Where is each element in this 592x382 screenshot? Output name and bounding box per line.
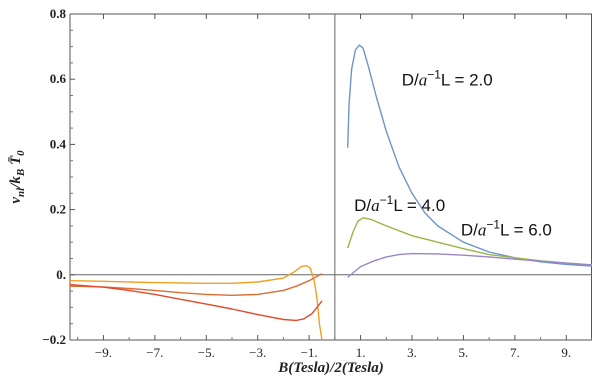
y-tick-label: 0. <box>56 267 66 282</box>
series-line <box>69 265 323 341</box>
axis-ticks <box>70 13 592 341</box>
x-tick-label: 7. <box>510 345 520 360</box>
x-tick-label: 3. <box>407 345 417 360</box>
x-tick-label: 1. <box>356 345 366 360</box>
y-tick-label: 0.4 <box>50 136 67 151</box>
curve-annotations: D/a−1L = 2.0 D/a−1L = 4.0 D/a−1L = 6.0 <box>354 68 552 240</box>
curve-annotation: D/a−1L = 6.0 <box>461 218 552 240</box>
y-tick-label: 0.2 <box>50 202 66 217</box>
series-line <box>347 252 592 278</box>
series-line <box>69 273 323 296</box>
x-tick-label: −5. <box>198 345 215 360</box>
x-tick-label: 5. <box>459 345 469 360</box>
y-tick-label: 0.8 <box>50 6 67 21</box>
y-axis-title: vnl/kB T̄0 <box>8 150 27 204</box>
origin-axes <box>70 14 592 340</box>
tick-labels: −9. −7. −5. −3. −1. 1. 3. 5. 7. 9. −0.2 0. 0.2 0.4 0.6… <box>42 6 571 360</box>
curve-annotation: D/a−1L = 4.0 <box>354 193 445 215</box>
x-tick-label: 9. <box>561 345 571 360</box>
y-tick-label: −0.2 <box>42 332 66 347</box>
x-tick-label: −9. <box>95 345 112 360</box>
x-tick-label: −1. <box>301 345 318 360</box>
curve-annotation: D/a−1L = 2.0 <box>402 68 493 90</box>
x-tick-label: −3. <box>249 345 266 360</box>
x-tick-label: −7. <box>146 345 163 360</box>
series-line <box>69 283 323 322</box>
y-tick-label: 0.6 <box>50 71 67 86</box>
data-series <box>69 44 592 341</box>
x-axis-title: B(Tesla)/2(Tesla) <box>277 360 384 376</box>
plot-frame <box>69 13 592 341</box>
